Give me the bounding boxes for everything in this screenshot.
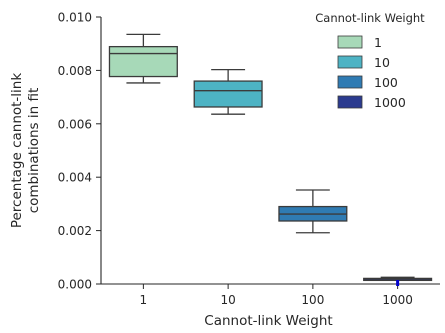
legend-swatch-10 — [337, 55, 363, 69]
legend-swatch-100 — [337, 75, 363, 89]
legend-label-1: 1 — [374, 35, 382, 50]
outlier-point — [396, 280, 400, 286]
axes: 0.000 0.002 0.004 0.006 0.008 0.010 1 10 100 1000… — [9, 11, 440, 329]
box-1000 — [363, 276, 433, 282]
x-tick-label: 1 — [140, 293, 148, 307]
y-axis-title-line-1: Percentage cannot-link — [9, 73, 25, 229]
box-100 — [278, 189, 348, 234]
box-series — [108, 33, 433, 286]
y-tick-label: 0.010 — [58, 11, 92, 25]
box-body — [108, 45, 178, 78]
y-tick-label: 0.008 — [58, 64, 92, 78]
y-tick-label: 0.002 — [58, 224, 92, 238]
legend-label-100: 100 — [374, 75, 398, 90]
legend-swatch-1 — [337, 35, 363, 49]
x-tick-label: 100 — [301, 293, 324, 307]
box-10 — [193, 68, 263, 115]
y-tick-label: 0.004 — [58, 171, 92, 185]
legend-label-1000: 1000 — [374, 95, 406, 110]
legend-swatch-1000 — [337, 95, 363, 109]
legend-label-10: 10 — [374, 55, 390, 70]
box-1 — [108, 33, 178, 84]
legend: Cannot-link Weight 1 10 100 1000 — [315, 11, 425, 110]
y-tick-label: 0.000 — [58, 278, 92, 292]
x-axis-title: Cannot-link Weight — [204, 313, 332, 328]
y-axis-title-line-2: combinations in fit — [26, 88, 42, 214]
legend-title: Cannot-link Weight — [315, 11, 425, 25]
x-tick-label: 1000 — [382, 293, 413, 307]
y-tick-label: 0.006 — [58, 117, 92, 131]
x-tick-label: 10 — [220, 293, 235, 307]
box-body — [193, 80, 263, 108]
